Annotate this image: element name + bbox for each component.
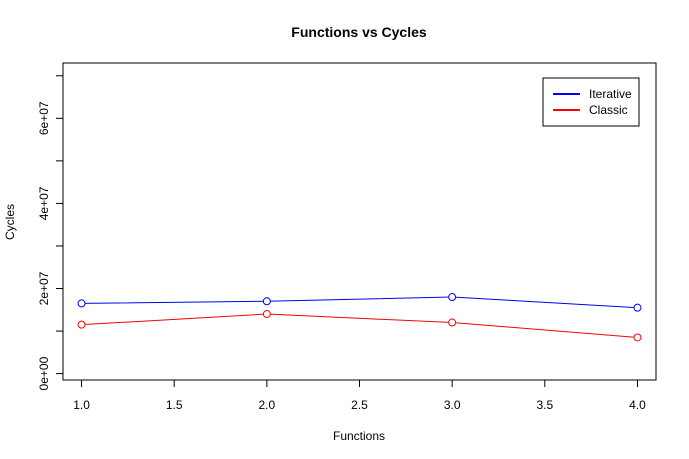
y-axis-label: Cycles — [3, 204, 17, 240]
x-tick-label: 2.0 — [259, 398, 276, 412]
legend: Iterative Classic — [542, 77, 640, 127]
y-axis: 0e+00 2e+07 4e+07 6e+07 — [37, 75, 64, 390]
series-classic — [77, 310, 642, 342]
legend-label-iterative: Iterative — [589, 87, 632, 101]
data-point-iterative — [633, 303, 642, 312]
data-point-classic — [262, 310, 271, 319]
x-tick-label: 1.0 — [73, 398, 90, 412]
x-tick-label: 3.5 — [536, 398, 553, 412]
series-layer — [77, 293, 642, 342]
x-axis-label: Functions — [333, 429, 385, 443]
legend-label-classic: Classic — [589, 103, 628, 117]
series-line-classic — [81, 313, 638, 338]
chart-title: Functions vs Cycles — [291, 24, 427, 40]
y-tick-label: 0e+00 — [37, 356, 51, 390]
data-point-classic — [633, 333, 642, 342]
x-tick-label: 3.0 — [444, 398, 461, 412]
data-point-iterative — [262, 297, 271, 306]
data-point-iterative — [77, 299, 86, 308]
data-point-classic — [77, 320, 86, 329]
x-axis: 1.0 1.5 2.0 2.5 3.0 3.5 4.0 — [73, 379, 646, 412]
x-tick-label: 4.0 — [629, 398, 646, 412]
x-tick-label: 2.5 — [351, 398, 368, 412]
data-point-iterative — [448, 293, 457, 302]
series-line-iterative — [81, 296, 638, 309]
y-tick-label: 6e+07 — [37, 101, 51, 135]
data-point-classic — [448, 318, 457, 327]
legend-box — [542, 77, 640, 127]
y-tick-label: 4e+07 — [37, 186, 51, 220]
x-tick-label: 1.5 — [166, 398, 183, 412]
y-tick-label: 2e+07 — [37, 271, 51, 305]
series-iterative — [77, 293, 642, 312]
